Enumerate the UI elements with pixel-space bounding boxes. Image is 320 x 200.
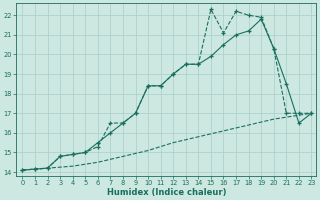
X-axis label: Humidex (Indice chaleur): Humidex (Indice chaleur) <box>107 188 226 197</box>
